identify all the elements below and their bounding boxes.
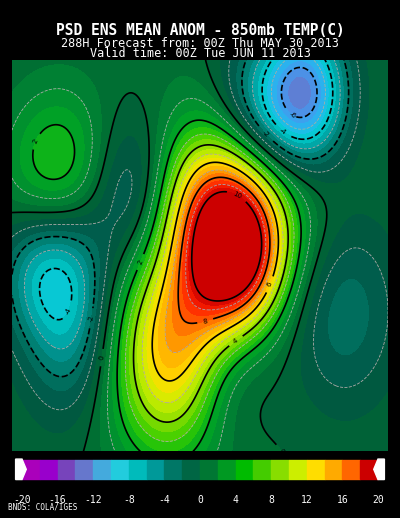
- Bar: [111, 460, 129, 479]
- Text: 288H Forecast from: 00Z Thu MAY 30 2013: 288H Forecast from: 00Z Thu MAY 30 2013: [61, 37, 339, 50]
- Text: 0: 0: [197, 495, 203, 506]
- Bar: [218, 460, 236, 479]
- Text: -4: -4: [278, 127, 288, 136]
- Bar: [325, 460, 342, 479]
- Bar: [342, 460, 360, 479]
- Bar: [22, 460, 40, 479]
- Bar: [254, 460, 271, 479]
- FancyArrow shape: [16, 459, 26, 480]
- Text: 16: 16: [336, 495, 348, 506]
- Bar: [360, 460, 378, 479]
- Bar: [200, 460, 218, 479]
- Text: -20: -20: [13, 495, 31, 506]
- Text: 12: 12: [301, 495, 313, 506]
- Text: 10: 10: [232, 191, 242, 200]
- Text: BNDS: COLA/IGES: BNDS: COLA/IGES: [8, 503, 77, 512]
- Text: -4: -4: [64, 306, 73, 315]
- Bar: [307, 460, 325, 479]
- Text: 8: 8: [268, 495, 274, 506]
- Bar: [289, 460, 307, 479]
- Text: 2: 2: [32, 138, 39, 145]
- Bar: [58, 460, 76, 479]
- Bar: [93, 460, 111, 479]
- Text: -4: -4: [158, 495, 170, 506]
- Text: 4: 4: [232, 337, 239, 344]
- Bar: [147, 460, 164, 479]
- Text: 4: 4: [233, 495, 238, 506]
- Text: 8: 8: [202, 318, 208, 324]
- Bar: [40, 460, 58, 479]
- Bar: [236, 460, 254, 479]
- Text: -12: -12: [84, 495, 102, 506]
- Bar: [182, 460, 200, 479]
- Bar: [76, 460, 93, 479]
- Text: 6: 6: [266, 281, 274, 288]
- Text: -16: -16: [49, 495, 66, 506]
- Bar: [271, 460, 289, 479]
- Text: -2: -2: [88, 314, 95, 322]
- Text: -6: -6: [288, 110, 297, 119]
- Text: -2: -2: [261, 129, 270, 138]
- Text: Valid time: 00Z Tue JUN 11 2013: Valid time: 00Z Tue JUN 11 2013: [90, 47, 310, 60]
- Text: 0: 0: [278, 448, 286, 455]
- Text: PSD ENS MEAN ANOM - 850mb TEMP(C): PSD ENS MEAN ANOM - 850mb TEMP(C): [56, 23, 344, 37]
- Text: -8: -8: [123, 495, 135, 506]
- Text: 0: 0: [98, 355, 105, 361]
- Bar: [129, 460, 147, 479]
- Bar: [164, 460, 182, 479]
- FancyArrow shape: [374, 459, 384, 480]
- Text: 20: 20: [372, 495, 384, 506]
- Text: 2: 2: [137, 259, 144, 265]
